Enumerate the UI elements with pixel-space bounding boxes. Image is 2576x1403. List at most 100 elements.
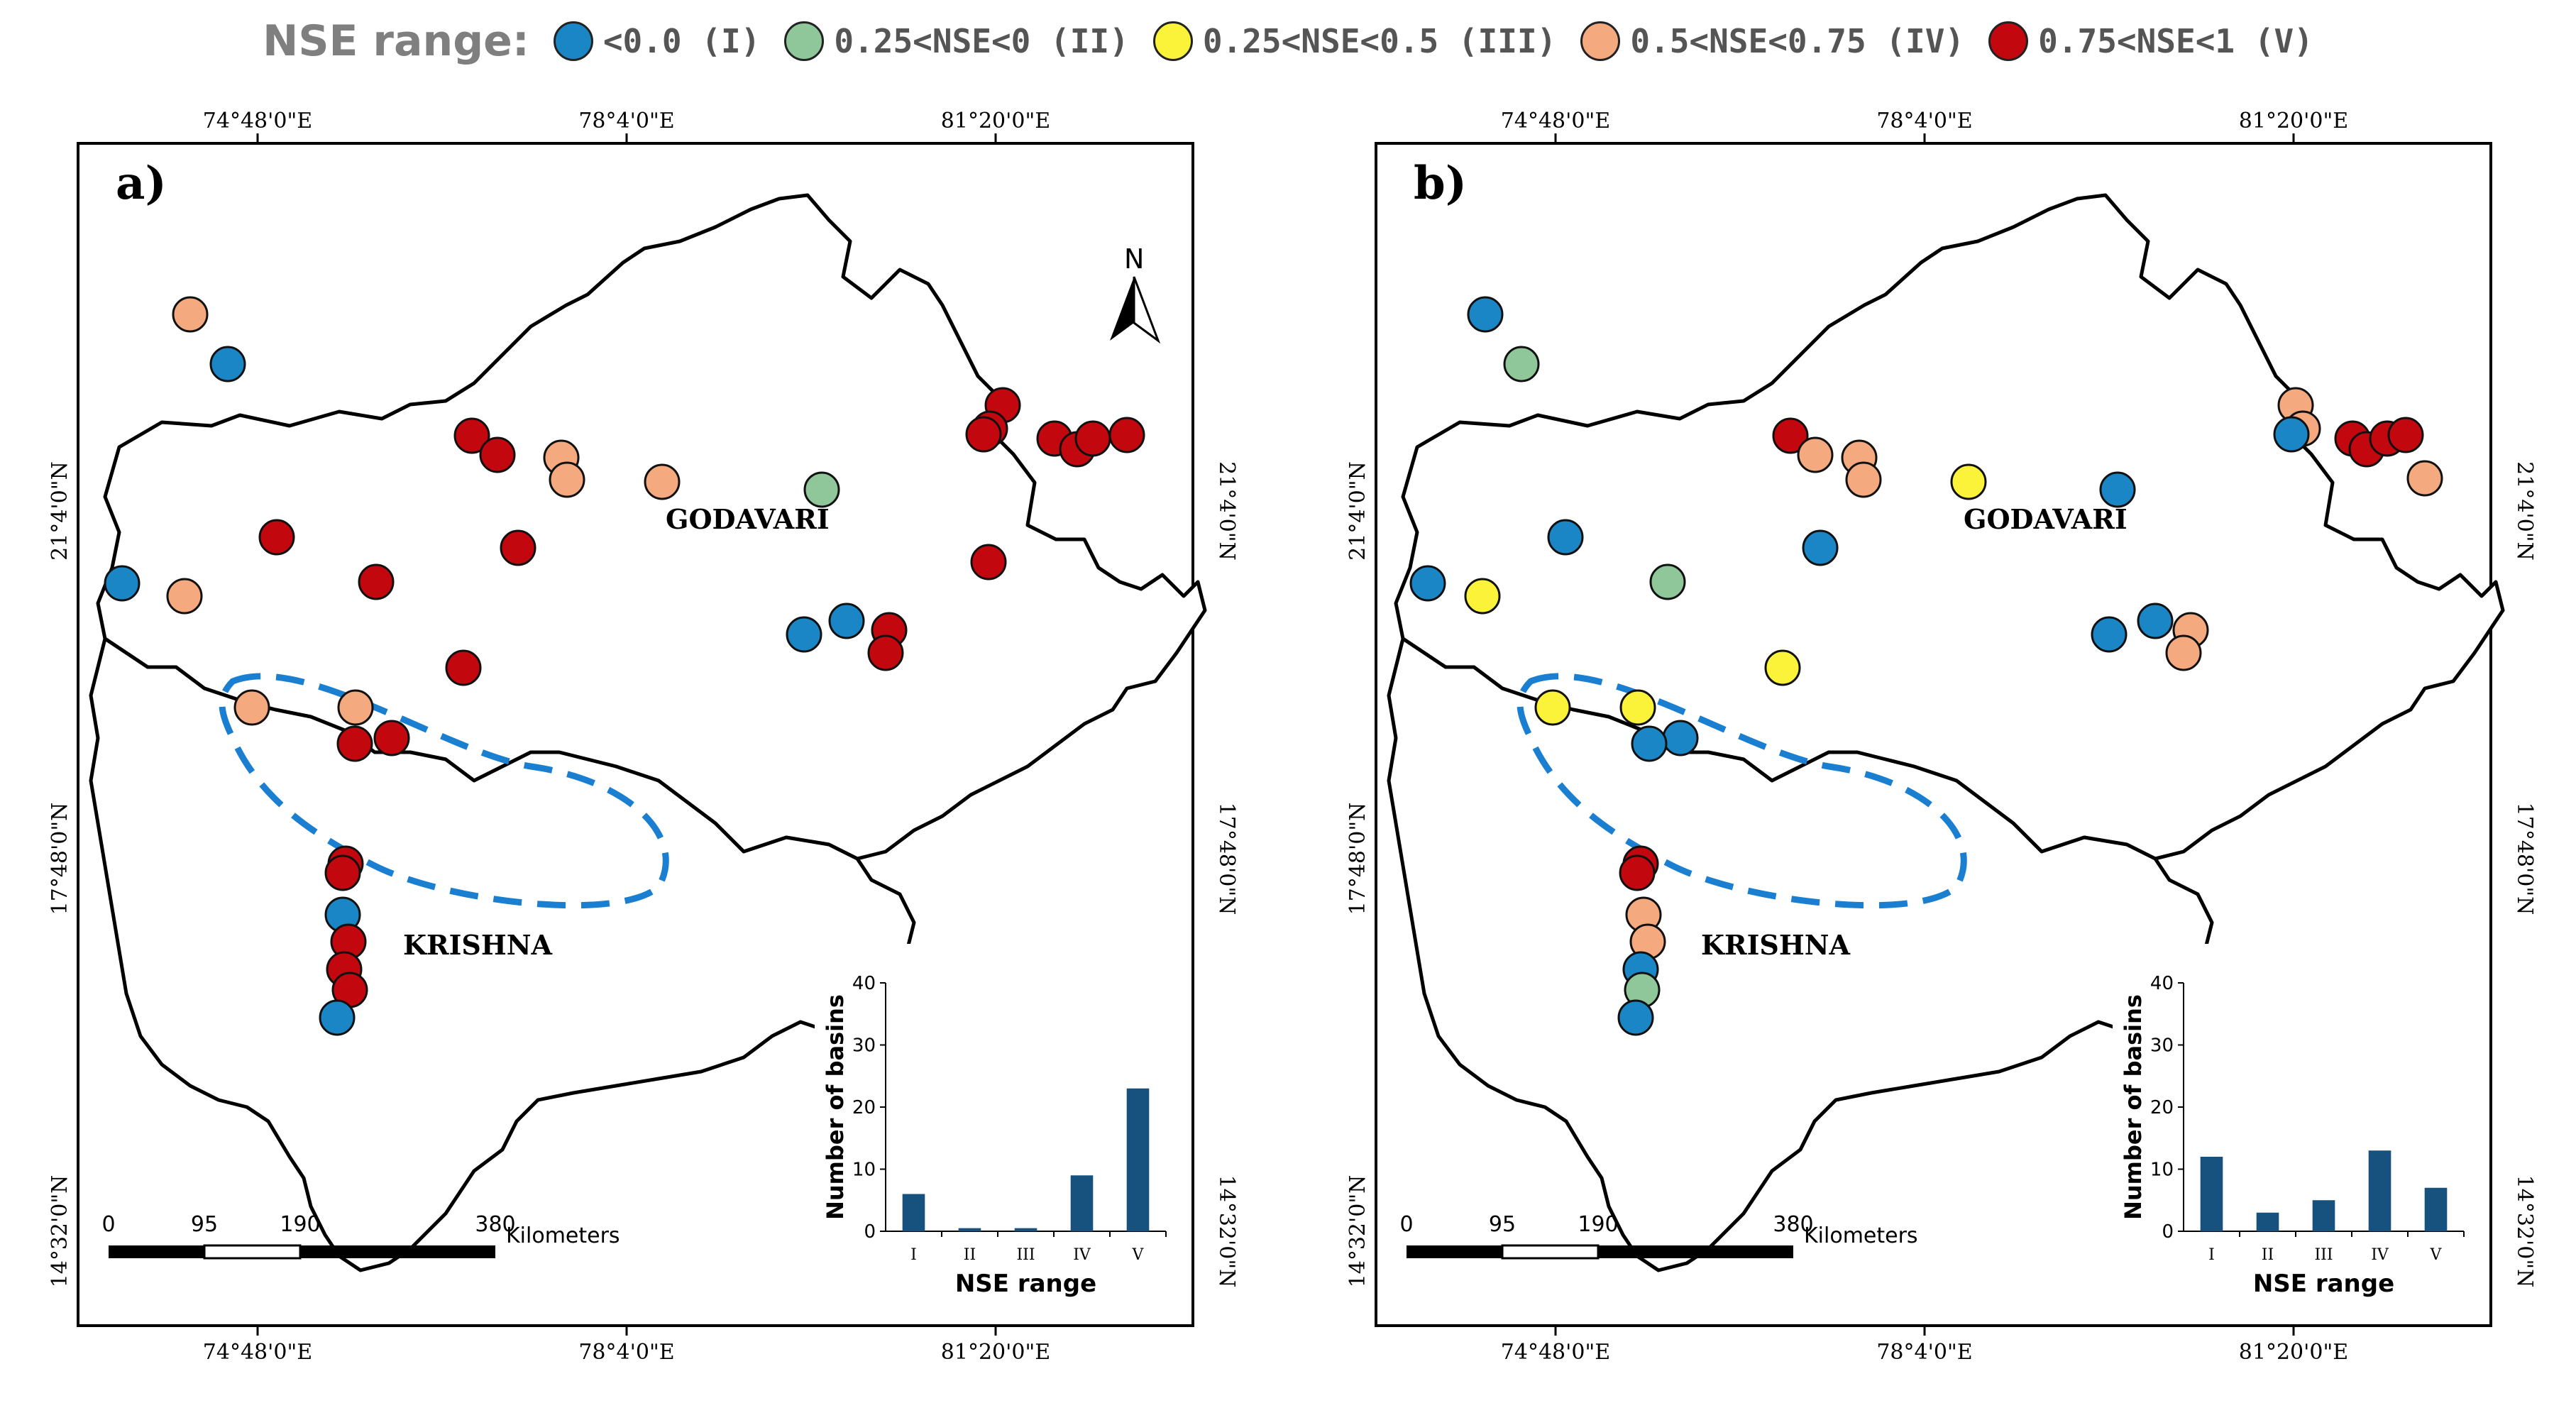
y-tick-label: 40	[852, 973, 876, 994]
station-marker	[1467, 296, 1504, 333]
station-marker	[970, 544, 1007, 581]
north-arrow-icon: N	[1110, 243, 1161, 344]
station-marker	[1409, 565, 1446, 602]
y-axis-title: Number of basins	[822, 994, 849, 1220]
y-tick-label: 10	[852, 1160, 876, 1181]
krishna-label: KRISHNA	[403, 929, 552, 961]
bar	[902, 1194, 925, 1231]
legend-swatch-class-2	[784, 21, 825, 61]
station-marker	[1619, 689, 1656, 726]
x-tick-label: III	[1016, 1246, 1035, 1264]
lat-label-right: 21°4'0"N	[1214, 461, 1239, 561]
lon-label-bottom: 81°20'0"E	[941, 1340, 1050, 1365]
lat-label-right: 21°4'0"N	[2512, 461, 2537, 561]
y-tick-label: 20	[852, 1097, 876, 1118]
lon-label-bottom: 78°4'0"E	[1876, 1340, 1972, 1365]
station-marker	[2406, 460, 2443, 497]
station-marker	[445, 649, 482, 686]
nse-legend: NSE range: <0.0 (I) 0.25<NSE<0 (II) 0.25…	[0, 6, 2576, 77]
legend-swatch-class-5	[1988, 21, 2029, 61]
station-marker	[2137, 603, 2174, 639]
station-marker	[1108, 417, 1145, 453]
map-frame-b	[1375, 142, 2492, 1327]
bar	[1014, 1228, 1037, 1231]
highlight-region-dashed	[1517, 673, 1967, 909]
lon-label-top: 81°20'0"E	[941, 109, 1050, 133]
lon-label-bottom: 74°48'0"E	[203, 1340, 312, 1365]
y-tick-label: 0	[864, 1221, 876, 1243]
x-tick-label: IV	[2371, 1246, 2389, 1264]
station-marker	[1662, 720, 1699, 756]
station-marker	[336, 725, 373, 762]
legend-title: NSE range:	[263, 16, 529, 66]
station-marker	[319, 999, 356, 1036]
lat-label-left: 17°48'0"N	[1345, 803, 1370, 915]
x-axis-title: NSE range	[2253, 1270, 2394, 1298]
station-marker	[1797, 436, 1834, 473]
y-axis-title: Number of basins	[2120, 994, 2147, 1220]
station-marker	[2165, 634, 2202, 671]
x-tick-label: III	[2314, 1246, 2333, 1264]
bar	[2200, 1157, 2223, 1231]
lon-label-bottom: 74°48'0"E	[1501, 1340, 1610, 1365]
scale-unit: Kilometers	[506, 1223, 620, 1248]
highlight-region-dashed	[219, 673, 669, 909]
station-marker	[166, 578, 203, 615]
scale-tick: 0	[1399, 1212, 1413, 1237]
scale-tick: 190	[280, 1212, 320, 1237]
y-tick-label: 20	[2150, 1097, 2174, 1118]
scale-tick: 95	[1489, 1212, 1516, 1237]
bar	[1126, 1088, 1150, 1231]
x-tick-label: I	[2208, 1246, 2215, 1264]
station-marker	[1464, 578, 1501, 615]
lon-label-bottom: 81°20'0"E	[2239, 1340, 2348, 1365]
station-marker	[1950, 463, 1987, 500]
bar	[2424, 1187, 2448, 1231]
y-tick-label: 10	[2150, 1160, 2174, 1181]
legend-label-class-4: 0.5<NSE<0.75 (IV)	[1630, 22, 1965, 60]
x-tick-label: II	[964, 1246, 976, 1264]
lat-label-right: 17°48'0"N	[2512, 803, 2537, 915]
station-marker	[104, 565, 141, 602]
legend-swatch-class-3	[1152, 21, 1193, 61]
x-tick-label: V	[2430, 1246, 2443, 1264]
lon-label-top: 78°4'0"E	[1876, 109, 1972, 133]
station-marker	[1534, 689, 1571, 726]
y-tick-label: 30	[2150, 1035, 2174, 1057]
station-marker	[1649, 563, 1686, 600]
station-marker	[1772, 417, 1809, 454]
bar	[2312, 1200, 2335, 1231]
bar	[2368, 1150, 2391, 1231]
y-tick-label: 0	[2162, 1221, 2174, 1243]
y-tick-label: 30	[852, 1035, 876, 1057]
station-marker	[2099, 471, 2136, 508]
station-marker	[500, 529, 536, 566]
lon-label-top: 78°4'0"E	[578, 109, 674, 133]
x-tick-label: IV	[1073, 1246, 1091, 1264]
legend-item-class-5: 0.75<NSE<1 (V)	[1988, 21, 2313, 61]
station-marker	[1503, 346, 1540, 383]
krishna-label: KRISHNA	[1701, 929, 1850, 961]
station-marker	[1764, 649, 1801, 686]
lat-label-right: 17°48'0"N	[1214, 803, 1239, 915]
scale-tick: 380	[1773, 1212, 1813, 1237]
krishna-basin-outline	[1387, 637, 2214, 1272]
x-tick-label: I	[910, 1246, 917, 1264]
scale-tick: 0	[101, 1212, 115, 1237]
scale-tick: 380	[475, 1212, 515, 1237]
lat-label-left: 21°4'0"N	[1345, 461, 1370, 561]
station-marker	[324, 854, 361, 891]
station-marker	[2091, 616, 2128, 653]
legend-swatch-class-1	[553, 21, 593, 61]
legend-label-class-5: 0.75<NSE<1 (V)	[2038, 22, 2313, 60]
legend-item-class-1: <0.0 (I)	[553, 21, 760, 61]
bar	[1070, 1175, 1094, 1231]
station-marker	[337, 689, 374, 726]
map-frame-a	[77, 142, 1194, 1327]
lat-label-right: 14°32'0"N	[1214, 1175, 1239, 1288]
